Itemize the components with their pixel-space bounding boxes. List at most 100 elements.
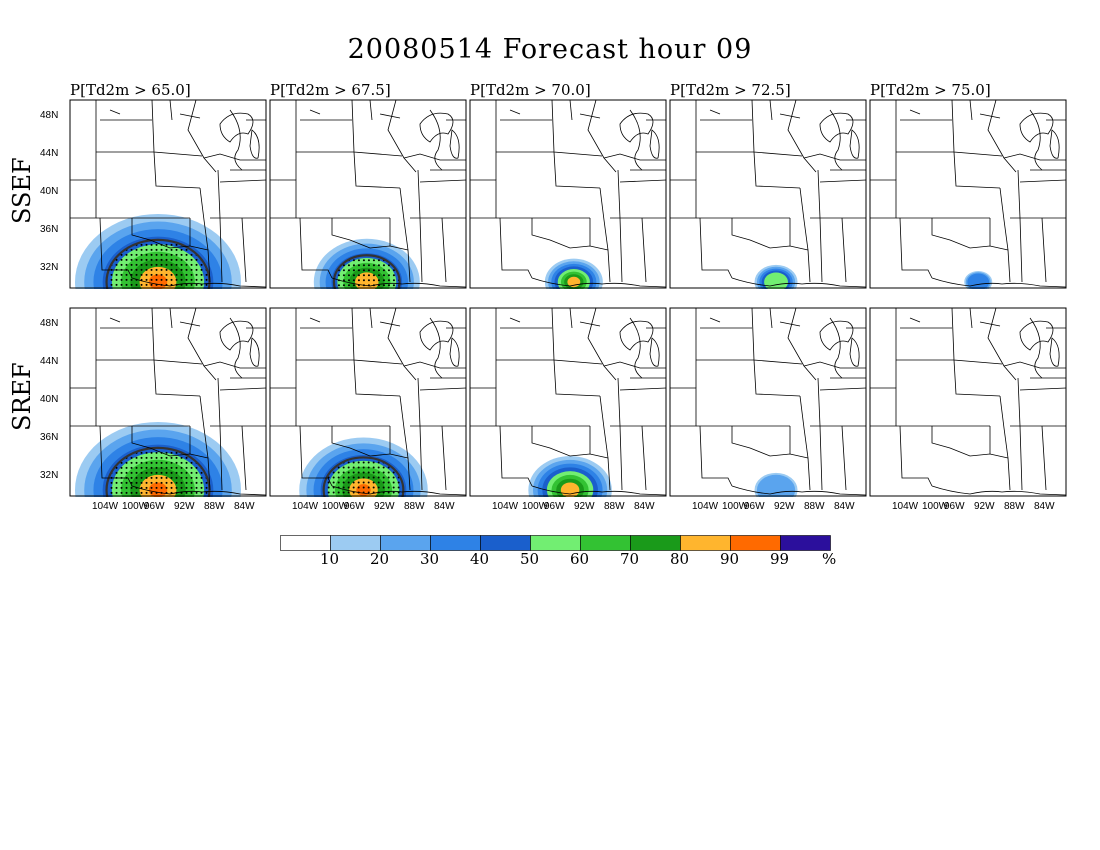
lon-label: 104W	[292, 501, 319, 512]
colorbar-swatch	[680, 535, 731, 551]
lon-label: 96W	[544, 501, 565, 512]
panel-frame	[869, 99, 1067, 289]
state-boundaries	[870, 307, 1067, 491]
lon-label: 92W	[174, 501, 195, 512]
great-lakes	[219, 320, 260, 367]
column-title-1: P[Td2m > 65.0]	[70, 81, 191, 99]
state-boundaries	[670, 99, 867, 283]
great-lakes	[819, 112, 860, 159]
lat-label: 48N	[40, 110, 59, 121]
lon-label: 92W	[774, 501, 795, 512]
map-panel-ssef-725	[669, 99, 867, 289]
lon-label: 88W	[404, 501, 425, 512]
prob-contour-80	[560, 482, 580, 497]
prob-contour-90	[148, 274, 168, 289]
column-title-4: P[Td2m > 72.5]	[670, 81, 791, 99]
row-label-ssef: SSEF	[8, 157, 36, 224]
coastline	[531, 485, 667, 496]
map-panel-ssef-70	[469, 99, 667, 289]
lon-label: 104W	[492, 501, 519, 512]
column-title-2: P[Td2m > 67.5]	[270, 81, 391, 99]
coastline	[131, 277, 267, 288]
lon-label: 96W	[744, 501, 765, 512]
panel-frame	[269, 307, 467, 497]
colorbar-tick-label: 99	[770, 550, 790, 568]
hatching-dots	[110, 451, 208, 494]
coastline	[331, 277, 467, 288]
colorbar-tick-label: 60	[570, 550, 590, 568]
state-boundaries	[670, 307, 867, 491]
coastline	[731, 485, 867, 496]
panel-frame	[469, 99, 667, 289]
colorbar-swatch	[530, 535, 581, 551]
lon-label: 104W	[92, 501, 119, 512]
column-title-5: P[Td2m > 75.0]	[870, 81, 991, 99]
lon-label: 96W	[344, 501, 365, 512]
great-lakes	[1019, 320, 1060, 367]
colorbar-swatch	[730, 535, 781, 551]
state-boundaries	[470, 99, 667, 283]
coastline	[531, 277, 667, 288]
colorbar-swatch	[330, 535, 381, 551]
lat-label: 44N	[40, 148, 59, 159]
lon-label: 84W	[634, 501, 655, 512]
lat-label: 36N	[40, 224, 59, 235]
colorbar-tick-label: 90	[720, 550, 740, 568]
colorbar-tick-label: 70	[620, 550, 640, 568]
lon-label: 84W	[1034, 501, 1055, 512]
lon-label: 92W	[574, 501, 595, 512]
great-lakes	[819, 320, 860, 367]
lon-label: 104W	[892, 501, 919, 512]
lon-label: 88W	[804, 501, 825, 512]
lon-label: 88W	[604, 501, 625, 512]
lon-label: 88W	[204, 501, 225, 512]
coastline	[131, 485, 267, 496]
coastline	[931, 277, 1067, 288]
lon-label: 100W	[322, 501, 349, 512]
great-lakes	[419, 112, 460, 159]
panel-frame	[69, 307, 267, 497]
map-panel-sref-75	[869, 307, 1067, 497]
panel-frame	[869, 307, 1067, 497]
lon-label: 96W	[944, 501, 965, 512]
lon-label: 100W	[722, 501, 749, 512]
colorbar-tick-label: 80	[670, 550, 690, 568]
panel-frame	[69, 99, 267, 289]
coastline	[731, 277, 867, 288]
great-lakes	[619, 320, 660, 367]
state-boundaries	[270, 99, 467, 283]
panel-frame	[269, 99, 467, 289]
lat-label: 36N	[40, 432, 59, 443]
map-panel-sref-70	[469, 307, 667, 497]
colorbar-tick-label: %	[822, 550, 837, 568]
map-panel-ssef-675	[269, 99, 467, 289]
colorbar-swatch	[580, 535, 631, 551]
coastline	[331, 485, 467, 496]
colorbar-swatch	[380, 535, 431, 551]
lon-label: 88W	[1004, 501, 1025, 512]
panel-frame	[469, 307, 667, 497]
figure-title: 20080514 Forecast hour 09	[347, 34, 753, 65]
lon-label: 84W	[434, 501, 455, 512]
colorbar-swatch	[780, 535, 831, 551]
map-panel-sref-675	[269, 307, 467, 497]
map-panel-sref-725	[669, 307, 867, 497]
lon-label: 96W	[144, 501, 165, 512]
prob-contour-50	[764, 272, 788, 289]
lon-label: 100W	[122, 501, 149, 512]
lon-label: 100W	[922, 501, 949, 512]
colorbar-swatch	[480, 535, 531, 551]
lat-label: 32N	[40, 470, 59, 481]
coastline	[931, 485, 1067, 496]
state-boundaries	[470, 307, 667, 491]
hatching-dots	[327, 461, 400, 494]
lat-label: 48N	[40, 318, 59, 329]
lat-label: 32N	[40, 262, 59, 273]
row-label-sref: SREF	[8, 362, 36, 431]
colorbar-tick-label: 10	[320, 550, 340, 568]
state-boundaries	[70, 307, 267, 491]
lat-label: 40N	[40, 394, 59, 405]
colorbar-swatch	[630, 535, 681, 551]
great-lakes	[619, 112, 660, 159]
